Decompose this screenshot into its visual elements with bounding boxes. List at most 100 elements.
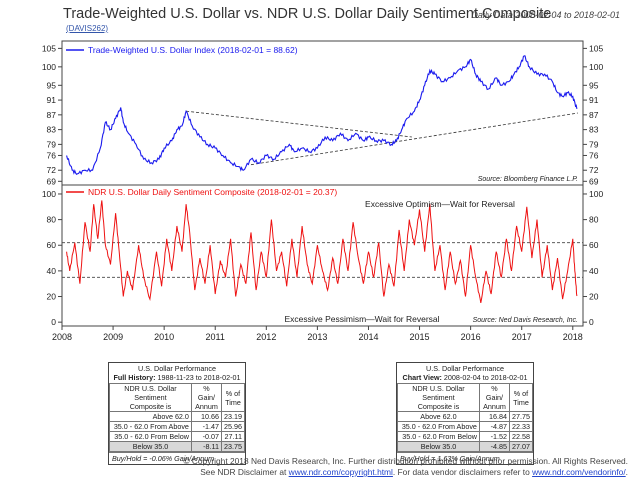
row-gain: -4.87 <box>478 421 510 432</box>
bottom-panel-frame <box>61 184 584 327</box>
copyright-footer: © Copyright 2018 Ned Davis Research, Inc… <box>0 456 628 478</box>
row-time: 22.58 <box>508 431 534 442</box>
y-tick-label: 76 <box>589 150 599 160</box>
full-table-head: NDR U.S. Dollar Sentiment Composite is % … <box>109 383 246 412</box>
row-gain: -1.47 <box>190 421 222 432</box>
row-gain: 16.84 <box>478 411 510 422</box>
col-head: NDR U.S. Dollar Sentiment Composite is <box>109 383 192 412</box>
y-tick-label: 79 <box>589 139 599 149</box>
col-head: % of Time <box>220 383 246 412</box>
row-time: 23.75 <box>220 441 246 452</box>
y-tick-label: 83 <box>589 125 599 135</box>
full-table-title: U.S. Dollar Performance <box>138 364 216 373</box>
table-row: Below 35.0 -8.11 23.75 <box>109 441 246 452</box>
y-tick-label: 87 <box>589 110 599 120</box>
dollar-index-line <box>66 55 578 176</box>
x-tick-label: 2008 <box>52 332 72 342</box>
table-row: Above 62.0 16.84 27.75 <box>397 411 534 422</box>
table-row: 35.0 - 62.0 From Above -1.47 25.96 <box>109 421 246 432</box>
view-table-title: U.S. Dollar Performance <box>426 364 504 373</box>
optimism-label: Excessive Optimism—Wait for Reversal <box>365 199 515 209</box>
view-table-footer: Buy/Hold = 1.63% Gain/Annum <box>397 452 533 464</box>
y-tick-label: 100 <box>589 62 603 72</box>
full-history-table: U.S. Dollar Performance Full History: 19… <box>108 362 246 465</box>
copyright-link[interactable]: www.ndr.com/copyright.html <box>288 467 393 477</box>
row-label: 35.0 - 62.0 From Above <box>397 421 480 432</box>
full-table-header: U.S. Dollar Performance Full History: 19… <box>109 363 245 383</box>
y-tick-label: 100 <box>589 189 603 199</box>
y-tick-label: 83 <box>47 125 57 135</box>
trend-line <box>250 112 578 166</box>
copyright-line: © Copyright 2018 Ned Davis Research, Inc… <box>183 456 628 466</box>
y-tick-label: 79 <box>47 139 57 149</box>
row-label: Below 35.0 <box>109 441 192 452</box>
table-row: Above 62.0 10.66 23.19 <box>109 411 246 422</box>
y-tick-label: 60 <box>589 240 599 250</box>
view-table-subtitle: Chart View: 2008-02-04 to 2018-02-01 <box>402 373 528 382</box>
x-tick-label: 2013 <box>307 332 327 342</box>
full-table-subtitle: Full History: 1988-11-23 to 2018-02-01 <box>113 373 241 382</box>
x-tick-label: 2009 <box>103 332 123 342</box>
col-head: NDR U.S. Dollar Sentiment Composite is <box>397 383 480 412</box>
y-tick-label: 40 <box>47 266 57 276</box>
table-row: 35.0 - 62.0 From Below -0.07 27.11 <box>109 431 246 442</box>
chart-code-link[interactable]: (DAVIS262) <box>66 24 109 33</box>
y-tick-label: 91 <box>47 95 57 105</box>
y-tick-label: 72 <box>47 165 57 175</box>
disclaimer-line: See NDR Disclaimer at www.ndr.com/copyri… <box>200 467 628 477</box>
y-tick-label: 100 <box>42 189 56 199</box>
pessimism-label: Excessive Pessimism—Wait for Reversal <box>284 314 439 324</box>
x-tick-label: 2011 <box>206 332 225 342</box>
y-tick-label: 95 <box>47 80 57 90</box>
y-tick-label: 87 <box>47 110 57 120</box>
row-label: Below 35.0 <box>397 441 480 452</box>
x-tick-label: 2015 <box>410 332 430 342</box>
row-label: 35.0 - 62.0 From Below <box>397 431 480 442</box>
y-tick-label: 40 <box>589 266 599 276</box>
top-source: Source: Bloomberg Finance L.P. <box>478 176 578 183</box>
row-label: 35.0 - 62.0 From Below <box>109 431 192 442</box>
view-table-head: NDR U.S. Dollar Sentiment Composite is % … <box>397 383 534 412</box>
y-tick-label: 76 <box>47 150 57 160</box>
row-time: 27.11 <box>220 431 246 442</box>
row-time: 27.75 <box>508 411 534 422</box>
x-tick-label: 2016 <box>461 332 481 342</box>
col-head: % of Time <box>508 383 534 412</box>
chart-view-table: U.S. Dollar Performance Chart View: 2008… <box>396 362 534 465</box>
row-label: Above 62.0 <box>397 411 480 422</box>
y-tick-label: 100 <box>42 62 56 72</box>
row-gain: -1.52 <box>478 431 510 442</box>
y-tick-label: 95 <box>589 80 599 90</box>
bottom-source: Source: Ned Davis Research, Inc. <box>473 317 578 324</box>
row-label: 35.0 - 62.0 From Above <box>109 421 192 432</box>
table-row: 35.0 - 62.0 From Below -1.52 22.58 <box>397 431 534 442</box>
col-head: % Gain/Annum <box>190 383 222 412</box>
y-tick-label: 80 <box>589 215 599 225</box>
y-tick-label: 20 <box>47 292 57 302</box>
top-panel-frame <box>61 40 584 186</box>
col-head: % Gain/Annum <box>478 383 510 412</box>
table-row: 35.0 - 62.0 From Above -4.87 22.33 <box>397 421 534 432</box>
row-gain: -0.07 <box>190 431 222 442</box>
x-tick-label: 2010 <box>154 332 174 342</box>
y-tick-label: 91 <box>589 95 599 105</box>
y-tick-label: 20 <box>589 292 599 302</box>
dollar-legend: Trade-Weighted U.S. Dollar Index (2018-0… <box>88 45 298 55</box>
y-tick-label: 105 <box>589 43 603 53</box>
y-tick-label: 0 <box>589 317 594 327</box>
row-time: 27.07 <box>508 441 534 452</box>
table-row: Below 35.0 -4.85 27.07 <box>397 441 534 452</box>
x-tick-label: 2017 <box>512 332 532 342</box>
row-label: Above 62.0 <box>109 411 192 422</box>
x-tick-label: 2014 <box>358 332 378 342</box>
row-time: 25.96 <box>220 421 246 432</box>
view-table-header: U.S. Dollar Performance Chart View: 2008… <box>397 363 533 383</box>
sentiment-line <box>66 200 578 303</box>
y-tick-label: 60 <box>47 240 57 250</box>
sentiment-legend: NDR U.S. Dollar Daily Sentiment Composit… <box>88 187 337 197</box>
y-tick-label: 80 <box>47 215 57 225</box>
row-time: 22.33 <box>508 421 534 432</box>
vendor-link[interactable]: www.ndr.com/vendorinfo/ <box>532 467 626 477</box>
row-time: 23.19 <box>220 411 246 422</box>
